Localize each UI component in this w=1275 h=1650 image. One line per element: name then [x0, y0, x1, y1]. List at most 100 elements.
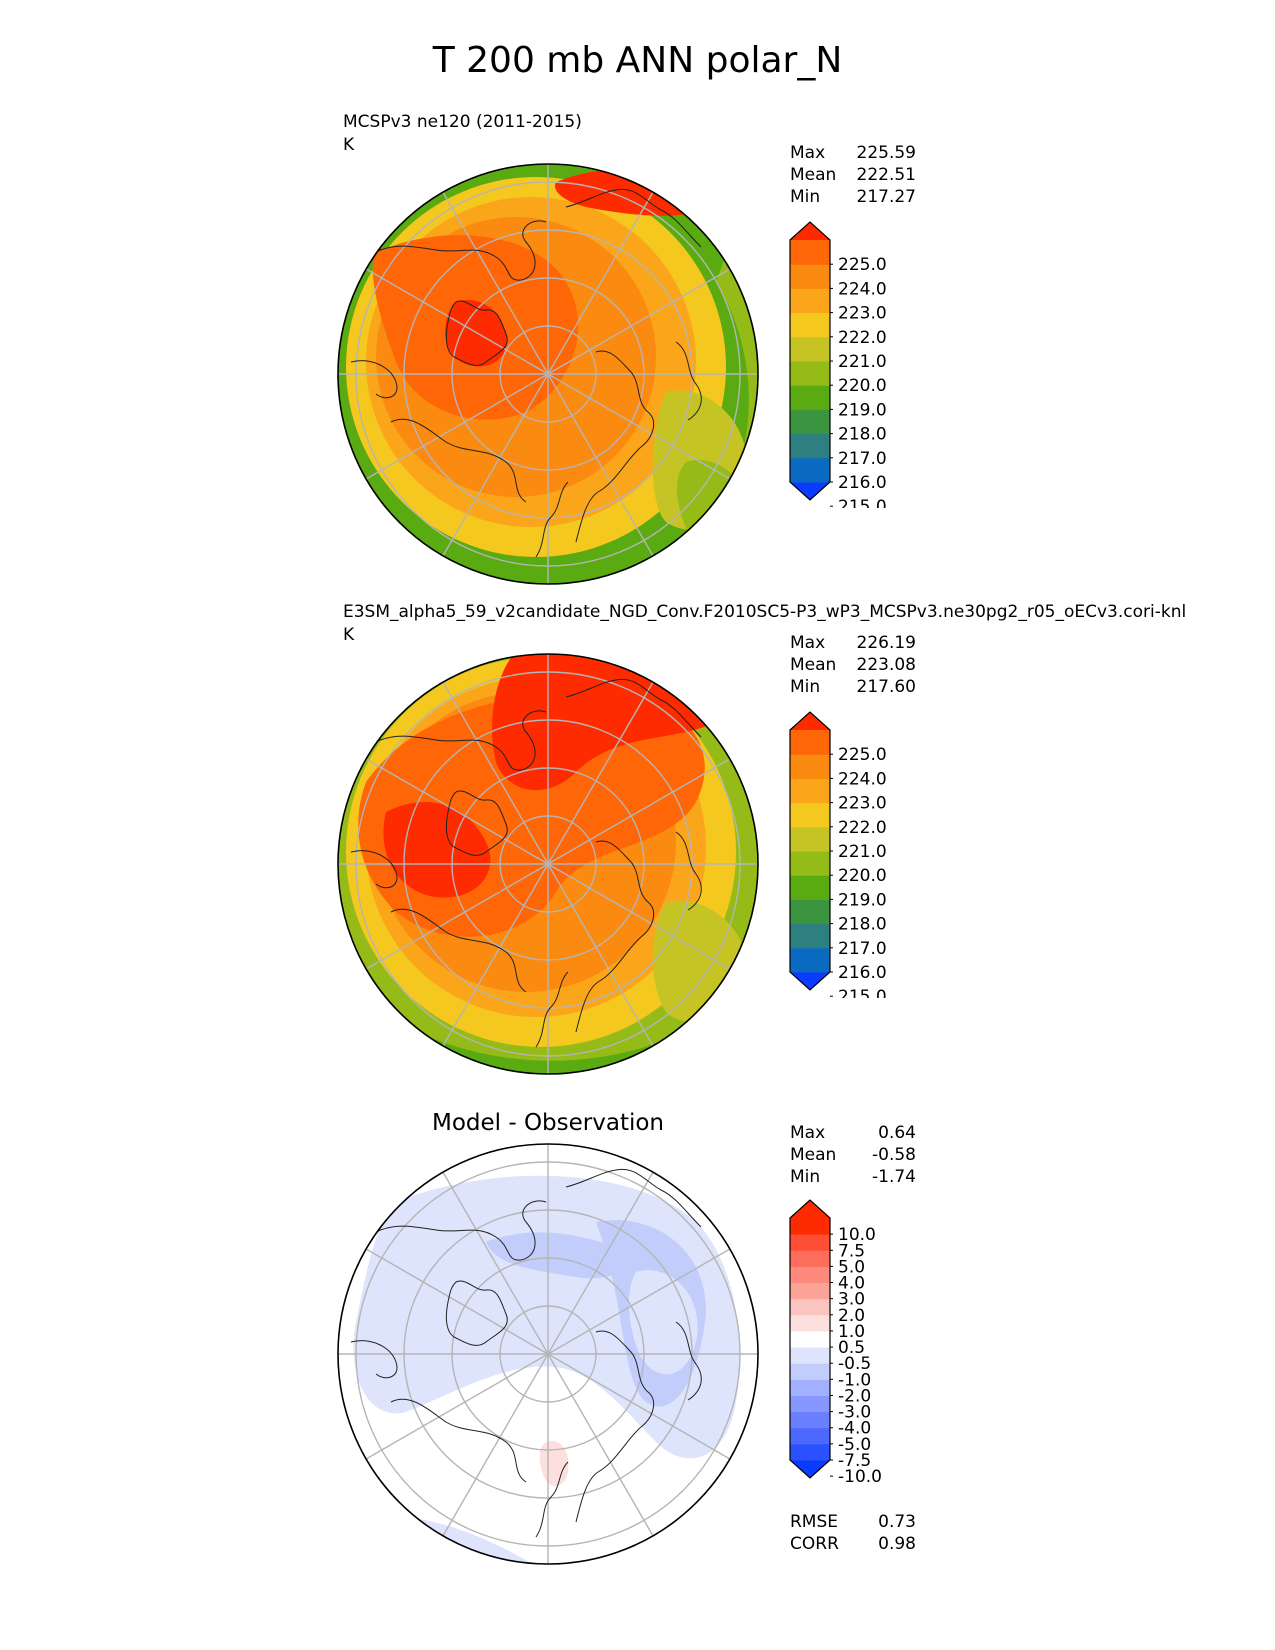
- colorbar-bin: [790, 1250, 830, 1267]
- panel-2-stats: Max 226.19 Mean 223.08 Min 217.60: [790, 632, 916, 698]
- stat-label: Min: [790, 187, 821, 207]
- colorbar-tick-label: 219.0: [838, 400, 887, 420]
- field-contour: [383, 802, 491, 898]
- colorbar-tick-label: 224.0: [838, 279, 887, 299]
- colorbar-tick-label: 223.0: [838, 794, 887, 814]
- colorbar-bin: [790, 1347, 830, 1364]
- colorbar-bin: [790, 312, 830, 338]
- colorbar-tick-label: 222.0: [838, 818, 887, 838]
- stat-value: -0.58: [872, 1145, 916, 1165]
- colorbar-bin: [790, 778, 830, 804]
- colorbar-tick-label: 215.0: [838, 497, 887, 508]
- metric-row: CORR 0.98: [790, 1533, 916, 1555]
- coastline: [535, 481, 569, 558]
- figure-title: T 200 mb ANN polar_N: [432, 40, 843, 81]
- metric-value: 0.98: [878, 1534, 916, 1554]
- coastline: [350, 1340, 398, 1379]
- stat-value: 223.08: [856, 655, 916, 675]
- colorbar-bin: [790, 947, 830, 973]
- coastline: [575, 840, 655, 1033]
- coastline: [445, 1280, 508, 1346]
- panel-2-units: K: [343, 625, 355, 645]
- longitude-gridline: [365, 268, 731, 480]
- panel-3-metrics: RMSE 0.73 CORR 0.98: [790, 1511, 916, 1555]
- stat-row: Max 0.64: [790, 1122, 916, 1144]
- panel-1-units: K: [343, 135, 355, 155]
- colorbar-bin: [790, 1266, 830, 1284]
- colorbar-bin: [790, 851, 830, 876]
- coastline: [375, 1200, 547, 1261]
- colorbar-tick-label: 221.0: [838, 842, 887, 862]
- colorbar-tick-label: -2.0: [838, 1386, 871, 1406]
- colorbar-tick-label: 219.0: [838, 890, 887, 910]
- colorbar-bin: [790, 1314, 830, 1332]
- coastline: [445, 790, 508, 856]
- coastline: [375, 710, 547, 771]
- colorbar-tick-label: 217.0: [838, 939, 887, 959]
- colorbar-tick-label: 7.5: [838, 1241, 865, 1261]
- colorbar-extend-max: [790, 1200, 830, 1218]
- colorbar-tick-label: 220.0: [838, 866, 887, 886]
- colorbar-bin: [790, 240, 830, 265]
- colorbar-tick-label: -0.5: [838, 1354, 871, 1374]
- colorbar-tick-label: 215.0: [838, 987, 887, 998]
- colorbar-tick-label: -1.0: [838, 1370, 871, 1390]
- stat-row: Mean -0.58: [790, 1144, 916, 1166]
- stat-label: Max: [790, 1123, 826, 1143]
- coastline: [565, 678, 702, 738]
- colorbar-tick-label: 216.0: [838, 473, 887, 493]
- field-contour: [486, 1232, 628, 1279]
- map-boundary: [337, 1143, 759, 1565]
- coastline: [565, 188, 702, 248]
- stat-label: Mean: [790, 165, 837, 185]
- panel-3-colorbar: 10.07.55.04.03.02.01.00.5-0.5-1.0-2.0-3.…: [789, 1199, 882, 1486]
- coastline: [535, 971, 569, 1048]
- stat-label: Mean: [790, 1145, 837, 1165]
- colorbar-bin: [790, 1411, 830, 1429]
- colorbar-tick-label: 218.0: [838, 915, 887, 935]
- colorbar-tick-label: -5.0: [838, 1435, 871, 1455]
- colorbar-extend-min: [790, 1460, 830, 1478]
- panel-3-polar-map: [337, 1143, 759, 1565]
- colorbar-tick-label: 1.0: [838, 1322, 865, 1342]
- colorbar-tick-label: 220.0: [838, 376, 887, 396]
- colorbar-bin: [790, 1363, 830, 1380]
- colorbar-extend-min: [790, 972, 830, 990]
- colorbar-bin: [790, 433, 830, 459]
- stat-value: 0.64: [878, 1123, 916, 1143]
- colorbar-tick-label: 10.0: [838, 1225, 876, 1245]
- panel-2-title: E3SM_alpha5_59_v2candidate_NGD_Conv.F201…: [343, 602, 1187, 622]
- colorbar-tick-label: 223.0: [838, 304, 887, 324]
- metric-label: RMSE: [790, 1512, 839, 1532]
- colorbar-tick-label: -3.0: [838, 1403, 871, 1423]
- colorbar-tick-label: -7.5: [838, 1451, 871, 1471]
- colorbar-bin: [790, 1234, 830, 1251]
- colorbar-bin: [790, 875, 830, 900]
- map-boundary: [337, 653, 759, 1075]
- colorbar-bin: [790, 336, 830, 362]
- colorbar-tick-label: 216.0: [838, 963, 887, 983]
- panel-1-colorbar: 225.0 224.0 223.0 222.0 221.0 220.0 219.0 218.0…: [789, 221, 887, 508]
- colorbar-tick-label: 222.0: [838, 328, 887, 348]
- colorbar-bin: [790, 457, 830, 483]
- panel-1-title: MCSPv3 ne120 (2011-2015): [343, 112, 582, 132]
- colorbar-tick-label: 3.0: [838, 1290, 865, 1310]
- stat-label: Min: [790, 677, 821, 697]
- coastline: [390, 908, 527, 993]
- longitude-gridline: [365, 758, 731, 970]
- metric-value: 0.73: [878, 1512, 916, 1532]
- colorbar-tick-label: 5.0: [838, 1257, 865, 1277]
- colorbar-bin: [790, 1427, 830, 1445]
- colorbar-extend-min: [790, 482, 830, 500]
- colorbar-bin: [790, 409, 830, 435]
- stat-label: Min: [790, 1167, 821, 1187]
- field-contour: [444, 300, 507, 367]
- longitude-gridline: [365, 1248, 731, 1460]
- panel-3-title: Model - Observation: [431, 1110, 665, 1136]
- stat-row: Mean 222.51: [790, 164, 916, 186]
- colorbar-bin: [790, 730, 830, 755]
- coastline: [675, 831, 702, 911]
- metric-label: CORR: [790, 1534, 839, 1554]
- colorbar-tick-label: 4.0: [838, 1274, 865, 1294]
- colorbar-bin: [790, 1443, 830, 1461]
